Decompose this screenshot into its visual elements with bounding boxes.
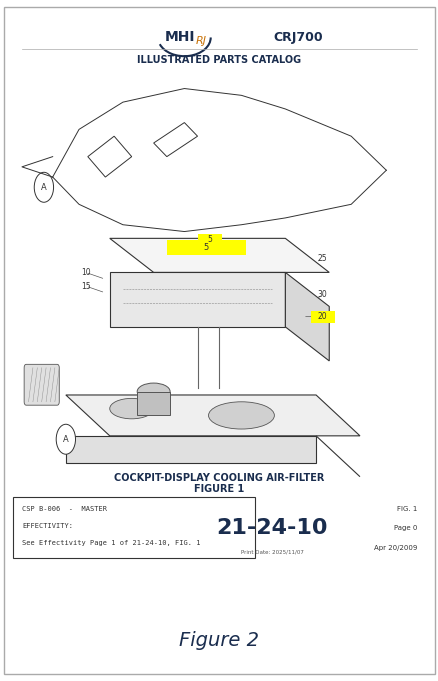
Text: Apr 20/2009: Apr 20/2009 (373, 545, 416, 550)
Ellipse shape (110, 398, 153, 419)
Text: A: A (41, 183, 47, 192)
Circle shape (34, 172, 53, 202)
Text: FIGURE 1: FIGURE 1 (194, 484, 244, 494)
Text: 10: 10 (81, 268, 90, 277)
Bar (310, 311, 334, 323)
Text: EFFECTIVITY:: EFFECTIVITY: (22, 524, 73, 529)
Ellipse shape (208, 402, 274, 429)
Ellipse shape (137, 383, 170, 400)
Polygon shape (66, 395, 359, 436)
Text: 20: 20 (317, 312, 327, 321)
Circle shape (56, 424, 75, 454)
Text: Print Date: 2025/11/07: Print Date: 2025/11/07 (240, 549, 303, 554)
Polygon shape (110, 272, 285, 327)
Text: RJ: RJ (195, 36, 206, 46)
Bar (197, 234, 221, 246)
Text: FIG. 1: FIG. 1 (396, 507, 416, 512)
Text: Page 0: Page 0 (393, 526, 416, 531)
Text: 21-24-10: 21-24-10 (216, 518, 327, 538)
FancyBboxPatch shape (24, 364, 59, 405)
Bar (137, 392, 170, 415)
Text: ILLUSTRATED PARTS CATALOG: ILLUSTRATED PARTS CATALOG (137, 55, 301, 65)
Bar (13, 497, 254, 558)
Text: CSP B-006  -  MASTER: CSP B-006 - MASTER (22, 507, 107, 512)
Text: 25: 25 (317, 254, 327, 264)
Bar (166, 240, 245, 255)
Text: 5: 5 (207, 235, 212, 244)
Text: MHI: MHI (164, 31, 195, 44)
Text: Figure 2: Figure 2 (179, 631, 259, 650)
Text: COCKPIT-DISPLAY COOLING AIR-FILTER: COCKPIT-DISPLAY COOLING AIR-FILTER (114, 473, 324, 483)
Polygon shape (110, 238, 328, 272)
Text: 30: 30 (317, 289, 327, 299)
Text: CRJ700: CRJ700 (273, 31, 323, 44)
Polygon shape (285, 272, 328, 361)
Text: See Effectivity Page 1 of 21-24-10, FIG. 1: See Effectivity Page 1 of 21-24-10, FIG.… (22, 541, 200, 546)
Text: A: A (63, 434, 69, 444)
Polygon shape (66, 436, 315, 463)
Text: 15: 15 (81, 281, 90, 291)
Polygon shape (315, 436, 359, 477)
Text: 5: 5 (203, 243, 208, 253)
